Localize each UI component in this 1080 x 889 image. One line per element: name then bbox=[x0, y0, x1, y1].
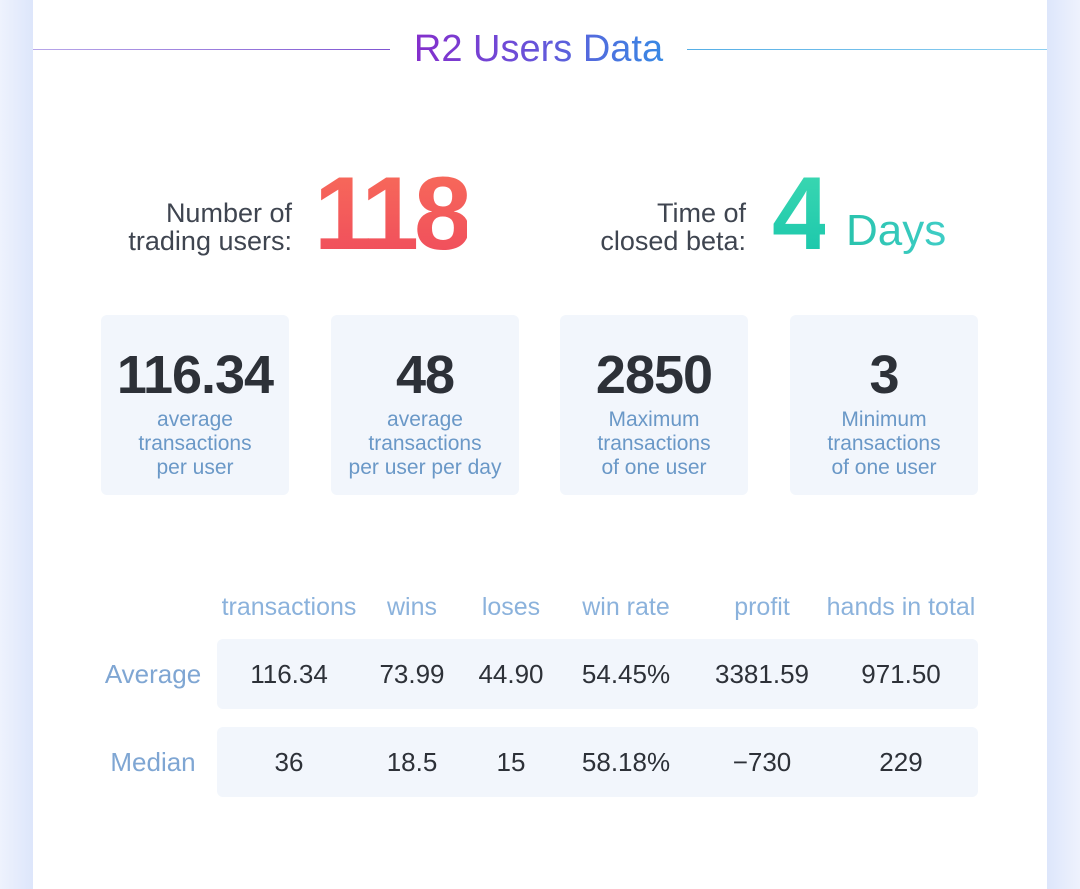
stat-value: 3 bbox=[869, 345, 899, 405]
stat-description: average transactions per user per day bbox=[348, 408, 502, 479]
column-header-hands-in-total: hands in total bbox=[826, 593, 976, 621]
column-header-profit: profit bbox=[734, 593, 790, 621]
page-border-right bbox=[1047, 0, 1080, 889]
table-cell: −730 bbox=[732, 747, 792, 777]
closed-beta-label: Time of closed beta: bbox=[600, 198, 746, 256]
stat-value: 2850 bbox=[595, 345, 713, 405]
table-cell: 15 bbox=[496, 747, 526, 777]
table-cell: 36 bbox=[274, 747, 304, 777]
table-cell: 971.50 bbox=[861, 659, 941, 689]
table-cell: 54.45% bbox=[581, 659, 671, 689]
title-divider-left bbox=[33, 49, 390, 50]
table-cell: 18.5 bbox=[386, 747, 438, 777]
stat-value: 116.34 bbox=[116, 345, 274, 405]
row-label-median: Median bbox=[110, 747, 196, 777]
stat-card-maximum: 2850 Maximum transactions of one user bbox=[560, 315, 748, 495]
stat-description: Maximum transactions of one user bbox=[597, 408, 711, 479]
stat-value: 48 bbox=[395, 345, 455, 405]
column-header-win-rate: win rate bbox=[582, 593, 670, 621]
stat-description: average transactions per user bbox=[138, 408, 252, 479]
row-label-average: Average bbox=[104, 659, 202, 689]
stat-card-minimum: 3 Minimum transactions of one user bbox=[790, 315, 978, 495]
table-row-average bbox=[217, 639, 978, 709]
table-cell: 58.18% bbox=[581, 747, 671, 777]
closed-beta-unit: Days bbox=[846, 206, 947, 255]
table-row-median bbox=[217, 727, 978, 797]
table-cell: 73.99 bbox=[379, 659, 445, 689]
column-header-transactions: transactions bbox=[221, 593, 357, 621]
stat-description: Minimum transactions of one user bbox=[827, 408, 941, 479]
title-divider-right bbox=[687, 49, 1047, 50]
page-border-left bbox=[0, 0, 33, 889]
closed-beta-value: 4 bbox=[772, 156, 830, 272]
table-cell: 44.90 bbox=[478, 659, 544, 689]
column-header-loses: loses bbox=[481, 593, 541, 621]
column-header-wins: wins bbox=[386, 593, 437, 621]
trading-users-label: Number of trading users: bbox=[128, 198, 292, 256]
stat-card-average-per-day: 48 average transactions per user per day bbox=[331, 315, 519, 495]
stat-card-average-per-user: 116.34 average transactions per user bbox=[101, 315, 289, 495]
table-cell: 229 bbox=[879, 747, 923, 777]
table-cell: 116.34 bbox=[250, 659, 328, 689]
page-title: R2 Users Data bbox=[390, 24, 687, 74]
table-cell: 3381.59 bbox=[715, 659, 809, 689]
trading-users-value: 118 bbox=[314, 156, 472, 272]
